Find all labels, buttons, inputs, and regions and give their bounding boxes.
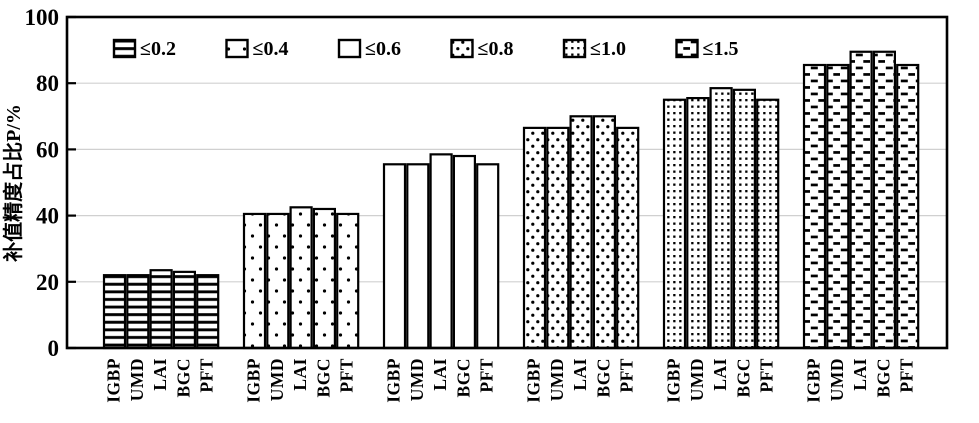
y-tick-label: 20: [36, 270, 59, 295]
bar: [126, 274, 150, 350]
bar: [429, 153, 453, 350]
legend-swatch: [112, 38, 137, 59]
x-tick-label: UMD: [267, 358, 287, 401]
bar: [289, 206, 313, 350]
bar: [732, 88, 757, 350]
x-tick-label: LAI: [850, 358, 870, 391]
x-tick-label: IGBP: [104, 358, 124, 403]
bar: [149, 269, 173, 350]
bar: [172, 270, 196, 350]
bar: [312, 207, 336, 350]
y-tick-label: 100: [25, 5, 60, 30]
x-tick-label: LAI: [150, 358, 170, 391]
bar: [756, 98, 780, 350]
legend-item-label: ≤0.4: [253, 38, 289, 60]
x-tick-label: BGC: [173, 358, 193, 397]
x-tick-label: IGBP: [524, 358, 544, 403]
legend-item-label: ≤1.0: [590, 38, 626, 60]
legend-item-label: ≤1.5: [703, 38, 739, 60]
bar: [872, 50, 897, 350]
plot-border: [65, 15, 949, 350]
x-tick-label: LAI: [430, 358, 450, 391]
bar: [522, 126, 547, 350]
bar: [476, 163, 500, 350]
x-tick-label: PFT: [337, 358, 357, 393]
x-tick-label: PFT: [617, 358, 637, 393]
legend-swatch: [225, 38, 249, 59]
bar: [896, 63, 920, 350]
bar: [709, 87, 733, 350]
bar: [616, 126, 640, 350]
axes: [65, 15, 949, 350]
x-tick-label: UMD: [407, 358, 427, 401]
bar: [569, 115, 593, 350]
x-tick-label: BGC: [313, 358, 333, 397]
x-tick-label: PFT: [197, 358, 217, 393]
x-tick-label: BGC: [593, 358, 613, 397]
x-tick-label: UMD: [127, 358, 147, 401]
x-tick-label: BGC: [873, 358, 893, 397]
x-tick-labels: IGBP UMD LAI BGC PFT IGBP UMD LAI BGC PFT IGBP UMD L…: [104, 358, 917, 403]
bar: [826, 63, 850, 350]
legend-swatch: [675, 38, 699, 59]
bar: [849, 50, 873, 350]
x-tick-label: UMD: [827, 358, 847, 401]
bar: [196, 274, 220, 350]
y-tick-label: 40: [36, 204, 59, 229]
legend-item-label: ≤0.2: [140, 38, 176, 60]
x-tick-label: LAI: [710, 358, 730, 391]
x-tick-label: BGC: [733, 358, 753, 397]
legend-swatch: [337, 38, 362, 59]
y-tick-label: 0: [48, 336, 60, 361]
x-tick-label: IGBP: [244, 358, 264, 403]
x-tick-label: IGBP: [384, 358, 404, 403]
y-axis-label: 补值精度占比P/%: [1, 104, 25, 263]
bar: [406, 163, 430, 350]
x-tick-label: BGC: [453, 358, 473, 397]
bars: [102, 50, 920, 350]
legend-swatch: [562, 38, 587, 59]
y-tick-labels: 0 20 40 60 80 100: [25, 5, 60, 361]
bar: [102, 274, 127, 350]
bar: [592, 115, 617, 350]
x-tick-label: PFT: [477, 358, 497, 393]
bar: [802, 63, 827, 350]
x-tick-label: LAI: [290, 358, 310, 391]
x-tick-label: IGBP: [664, 358, 684, 403]
bar: [382, 163, 407, 350]
x-tick-label: PFT: [897, 358, 917, 393]
x-tick-label: IGBP: [804, 358, 824, 403]
legend-swatch: [450, 38, 474, 59]
y-tick-label: 80: [36, 71, 59, 96]
legend: ≤0.2 ≤0.4 ≤0.6 ≤0.8 ≤1.0 ≤1.5: [112, 38, 739, 60]
bar: [266, 212, 290, 350]
bar: [686, 96, 710, 350]
bar: [662, 98, 687, 350]
x-tick-label: UMD: [687, 358, 707, 401]
bar: [242, 212, 267, 350]
legend-item-label: ≤0.8: [478, 38, 514, 60]
legend-item-label: ≤0.6: [365, 38, 401, 60]
x-tick-label: LAI: [570, 358, 590, 391]
y-tick-label: 60: [36, 137, 59, 162]
x-tick-label: UMD: [547, 358, 567, 401]
bar: [452, 154, 476, 350]
bar: [546, 126, 570, 350]
bar: [336, 212, 360, 350]
gridlines: [67, 82, 947, 283]
x-tick-label: PFT: [757, 358, 777, 393]
